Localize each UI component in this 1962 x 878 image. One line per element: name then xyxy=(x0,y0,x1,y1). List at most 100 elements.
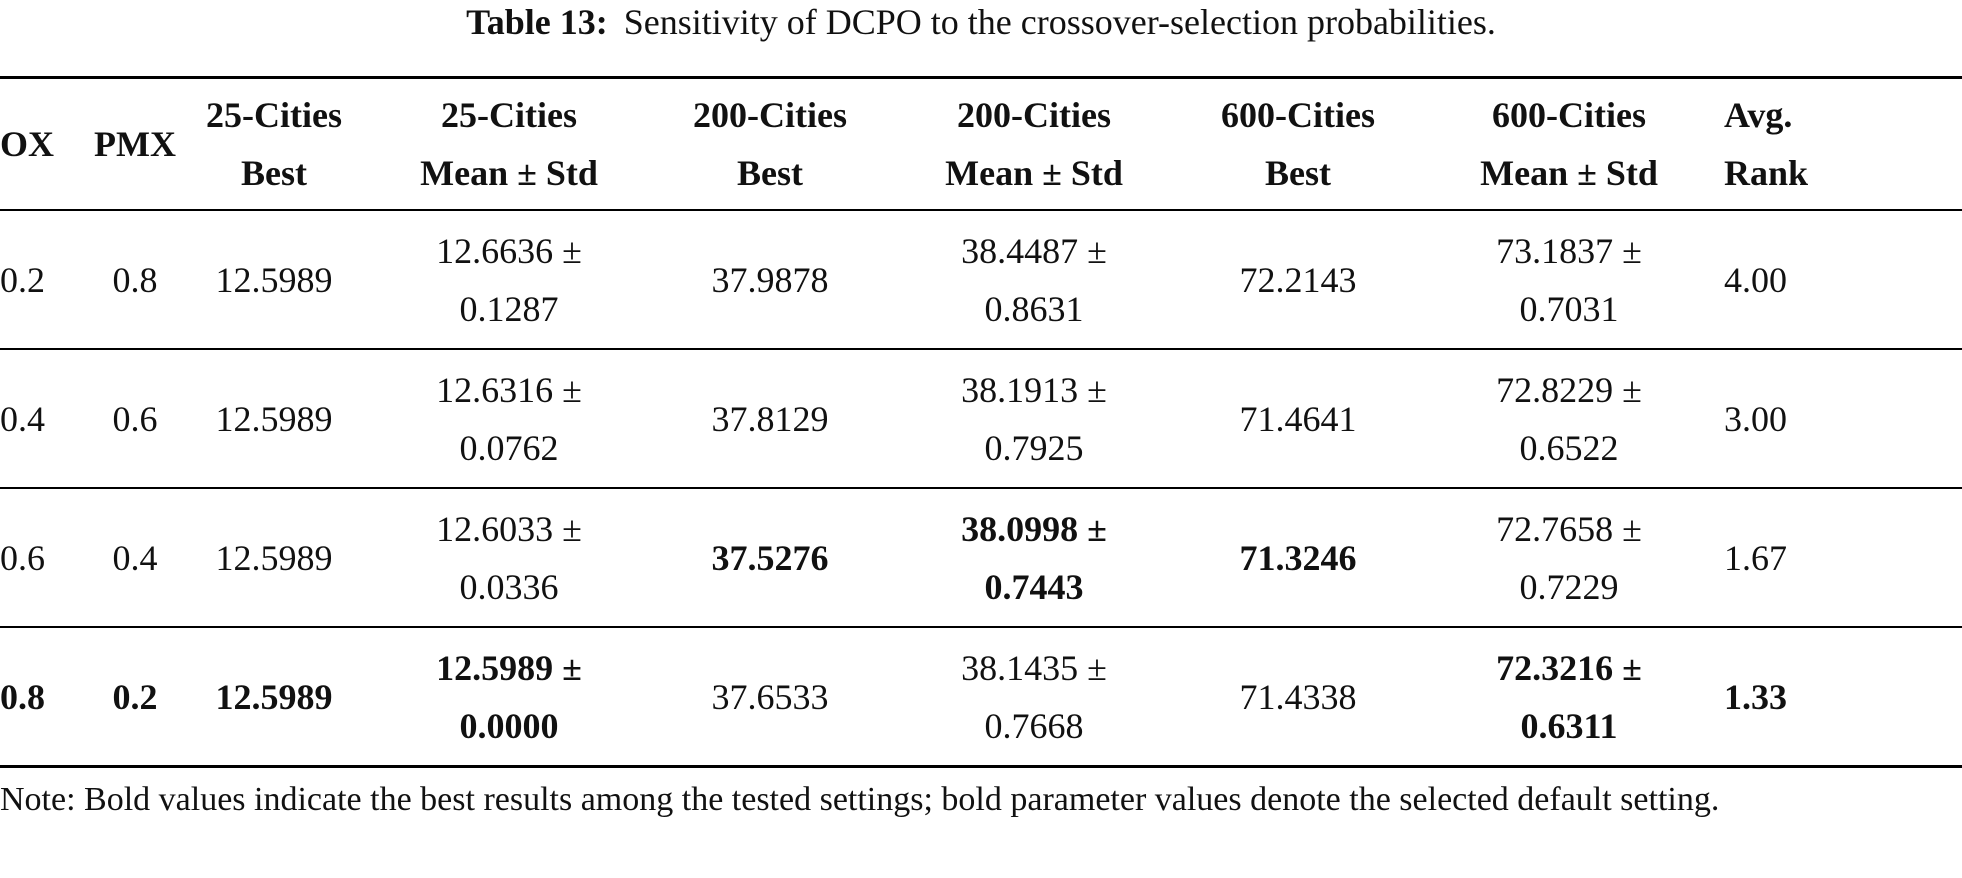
header-600-mean-line1: 600-Cities xyxy=(1492,95,1646,135)
cell-line: 72.2143 xyxy=(1239,259,1357,300)
cell-ox: 0.4 xyxy=(0,349,86,489)
cell-600-best: 71.3246 xyxy=(1182,488,1414,628)
header-25-best-line1: 25-Cities xyxy=(206,95,342,135)
header-ox: OX xyxy=(0,76,86,211)
cell-200-mean: 38.4487 ± 0.8631 xyxy=(886,210,1182,350)
cell-25-mean: 12.6033 ± 0.0336 xyxy=(364,488,654,628)
cell-line: 1.67 xyxy=(1724,537,1787,578)
header-avg-rank-line2: Rank xyxy=(1724,153,1809,193)
cell-line: 0.0762 xyxy=(459,427,559,468)
cell-line: 0.4 xyxy=(0,398,45,439)
table-caption: Table 13: Sensitivity of DCPO to the cros… xyxy=(0,0,1962,44)
cell-pmx: 0.4 xyxy=(86,488,184,628)
cell-pmx: 0.6 xyxy=(86,349,184,489)
cell-600-best: 71.4641 xyxy=(1182,349,1414,489)
cell-line: 72.7658 ± xyxy=(1496,508,1642,549)
header-25-mean-line1: 25-Cities xyxy=(441,95,577,135)
cell-line: 37.5276 xyxy=(711,537,829,578)
header-25-mean-line2: Mean ± Std xyxy=(420,153,598,193)
cell-200-mean: 38.0998 ± 0.7443 xyxy=(886,488,1182,628)
cell-line: 72.3216 ± xyxy=(1496,647,1642,688)
cell-line: 37.8129 xyxy=(711,398,829,439)
cell-line: 12.5989 xyxy=(215,398,333,439)
cell-line: 0.8 xyxy=(0,676,45,717)
cell-line: 38.1913 ± xyxy=(961,369,1107,410)
cell-line: 0.8631 xyxy=(984,288,1084,329)
cell-25-mean: 12.5989 ± 0.0000 xyxy=(364,627,654,768)
cell-line: 0.7925 xyxy=(984,427,1084,468)
cell-line: 71.3246 xyxy=(1239,537,1357,578)
cell-line: 0.8 xyxy=(112,259,158,300)
cell-line: 0.7229 xyxy=(1519,566,1619,607)
header-200-mean: 200-Cities Mean ± Std xyxy=(886,76,1182,211)
cell-200-mean: 38.1913 ± 0.7925 xyxy=(886,349,1182,489)
cell-line: 0.0336 xyxy=(459,566,559,607)
cell-avg-rank: 1.33 xyxy=(1724,627,1962,768)
table-row: 0.8 0.2 12.5989 12.5989 ± 0.0000 37.6533 38.14… xyxy=(0,627,1962,768)
cell-line: 0.7031 xyxy=(1519,288,1619,329)
cell-pmx: 0.2 xyxy=(86,627,184,768)
cell-25-best: 12.5989 xyxy=(184,210,364,350)
header-pmx-label: PMX xyxy=(94,124,176,164)
header-600-best-line2: Best xyxy=(1265,153,1331,193)
header-row: OX PMX 25-Cities Best 25-Cities Mean ± Std… xyxy=(0,76,1962,211)
table-row: 0.2 0.8 12.5989 12.6636 ± 0.1287 37.9878 38.44… xyxy=(0,210,1962,350)
cell-line: 12.6636 ± xyxy=(436,230,582,271)
cell-25-best: 12.5989 xyxy=(184,627,364,768)
cell-line: 38.1435 ± xyxy=(961,647,1107,688)
header-200-mean-line1: 200-Cities xyxy=(957,95,1111,135)
header-200-best-line1: 200-Cities xyxy=(693,95,847,135)
table-header: OX PMX 25-Cities Best 25-Cities Mean ± Std… xyxy=(0,76,1962,211)
cell-line: 38.0998 ± xyxy=(961,508,1107,549)
cell-line: 71.4338 xyxy=(1239,676,1357,717)
cell-line: 12.6033 ± xyxy=(436,508,582,549)
cell-200-mean: 38.1435 ± 0.7668 xyxy=(886,627,1182,768)
cell-line: 0.4 xyxy=(112,537,158,578)
table-note: Note: Bold values indicate the best resu… xyxy=(0,781,1720,818)
cell-600-mean: 72.8229 ± 0.6522 xyxy=(1414,349,1724,489)
header-600-mean: 600-Cities Mean ± Std xyxy=(1414,76,1724,211)
cell-line: 0.7668 xyxy=(984,705,1084,746)
header-25-best: 25-Cities Best xyxy=(184,76,364,211)
cell-ox: 0.2 xyxy=(0,210,86,350)
cell-ox: 0.8 xyxy=(0,627,86,768)
cell-200-best: 37.5276 xyxy=(654,488,886,628)
header-600-best: 600-Cities Best xyxy=(1182,76,1414,211)
cell-200-best: 37.8129 xyxy=(654,349,886,489)
header-avg-rank: Avg. Rank xyxy=(1724,76,1962,211)
cell-avg-rank: 4.00 xyxy=(1724,210,1962,350)
cell-line: 3.00 xyxy=(1724,398,1787,439)
header-200-best: 200-Cities Best xyxy=(654,76,886,211)
cell-line: 73.1837 ± xyxy=(1496,230,1642,271)
cell-line: 0.7443 xyxy=(984,566,1084,607)
cell-line: 37.6533 xyxy=(711,676,829,717)
header-200-best-line2: Best xyxy=(737,153,803,193)
cell-line: 0.1287 xyxy=(459,288,559,329)
results-table: OX PMX 25-Cities Best 25-Cities Mean ± Std… xyxy=(0,76,1962,768)
cell-line: 37.9878 xyxy=(711,259,829,300)
cell-line: 38.4487 ± xyxy=(961,230,1107,271)
table-caption-text: Sensitivity of DCPO to the crossover-sel… xyxy=(623,2,1496,42)
cell-line: 0.6311 xyxy=(1520,705,1618,746)
table-body: 0.2 0.8 12.5989 12.6636 ± 0.1287 37.9878 38.44… xyxy=(0,210,1962,768)
cell-line: 12.5989 xyxy=(215,676,333,717)
cell-line: 12.6316 ± xyxy=(436,369,582,410)
header-25-mean: 25-Cities Mean ± Std xyxy=(364,76,654,211)
cell-line: 1.33 xyxy=(1724,676,1787,717)
header-ox-label: OX xyxy=(0,124,54,164)
cell-line: 0.0000 xyxy=(459,705,559,746)
cell-ox: 0.6 xyxy=(0,488,86,628)
header-200-mean-line2: Mean ± Std xyxy=(945,153,1123,193)
table-row: 0.4 0.6 12.5989 12.6316 ± 0.0762 37.8129 38.19… xyxy=(0,349,1962,489)
cell-line: 4.00 xyxy=(1724,259,1787,300)
table-caption-label: Table 13: xyxy=(466,2,608,42)
cell-avg-rank: 3.00 xyxy=(1724,349,1962,489)
cell-line: 71.4641 xyxy=(1239,398,1357,439)
cell-line: 0.6 xyxy=(112,398,158,439)
cell-25-best: 12.5989 xyxy=(184,488,364,628)
header-600-mean-line2: Mean ± Std xyxy=(1480,153,1658,193)
cell-600-mean: 72.7658 ± 0.7229 xyxy=(1414,488,1724,628)
cell-line: 0.2 xyxy=(112,676,158,717)
cell-pmx: 0.8 xyxy=(86,210,184,350)
cell-200-best: 37.9878 xyxy=(654,210,886,350)
